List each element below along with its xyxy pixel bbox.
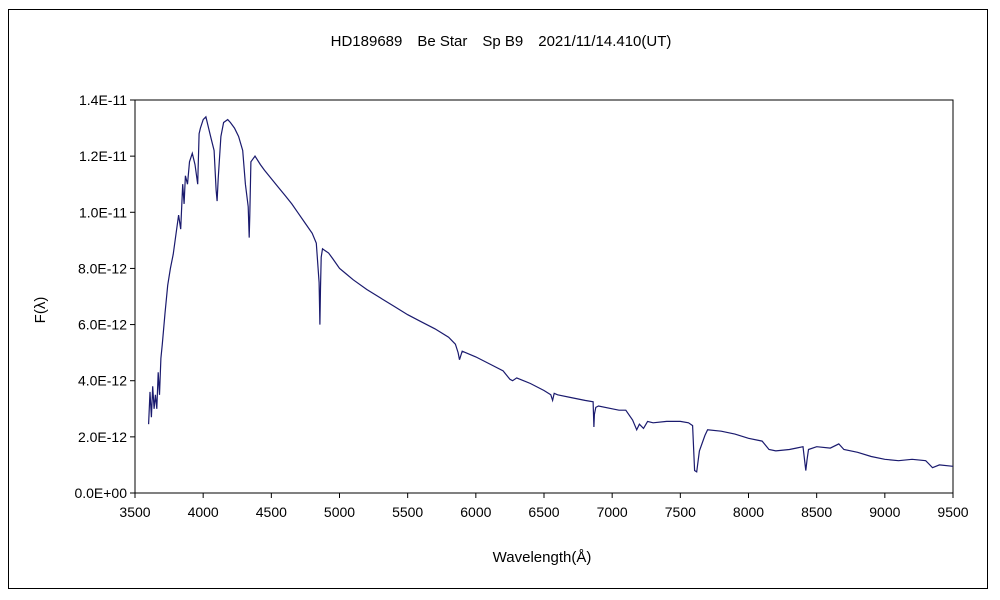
y-tick-label: 2.0E-12 — [78, 429, 127, 445]
x-tick-label: 6500 — [528, 504, 559, 520]
x-tick-label: 8000 — [733, 504, 764, 520]
y-tick-label: 1.0E-11 — [79, 204, 127, 220]
x-tick-label: 9500 — [937, 504, 968, 520]
x-tick-label: 4000 — [188, 504, 219, 520]
x-tick-label: 6000 — [460, 504, 491, 520]
x-tick-label: 5000 — [324, 504, 355, 520]
y-axis-label: F(λ) — [32, 297, 49, 324]
x-axis: 3500 4000 4500 5000 5500 6000 6500 7000 7500 8000… — [119, 493, 969, 520]
plot-area — [134, 99, 954, 494]
y-tick-label: 1.2E-11 — [79, 148, 127, 164]
spectrum-series-line — [148, 115, 954, 473]
y-tick-label: 1.4E-11 — [79, 92, 127, 108]
x-tick-label: 3500 — [119, 504, 150, 520]
x-tick-label: 7500 — [665, 504, 696, 520]
chart-title: HD189689 Be Star Sp B9 2021/11/14.410(UT… — [331, 33, 672, 50]
x-tick-label: 5500 — [392, 504, 423, 520]
y-tick-label: 8.0E-12 — [78, 260, 127, 276]
x-tick-label: 7000 — [597, 504, 628, 520]
y-axis: 0.0E+00 2.0E-12 4.0E-12 6.0E-12 8.0E-12 1.0E-… — [74, 92, 135, 501]
x-tick-label: 9000 — [869, 504, 900, 520]
x-tick-label: 4500 — [256, 504, 287, 520]
x-tick-label: 8500 — [801, 504, 832, 520]
y-tick-label: 4.0E-12 — [78, 373, 127, 389]
y-tick-label: 6.0E-12 — [78, 317, 127, 333]
x-axis-label: Wavelength(Å) — [493, 549, 592, 566]
y-tick-label: 0.0E+00 — [74, 485, 127, 501]
chart-frame: HD189689 Be Star Sp B9 2021/11/14.410(UT… — [8, 9, 988, 589]
chart-svg: HD189689 Be Star Sp B9 2021/11/14.410(UT… — [32, 33, 969, 566]
